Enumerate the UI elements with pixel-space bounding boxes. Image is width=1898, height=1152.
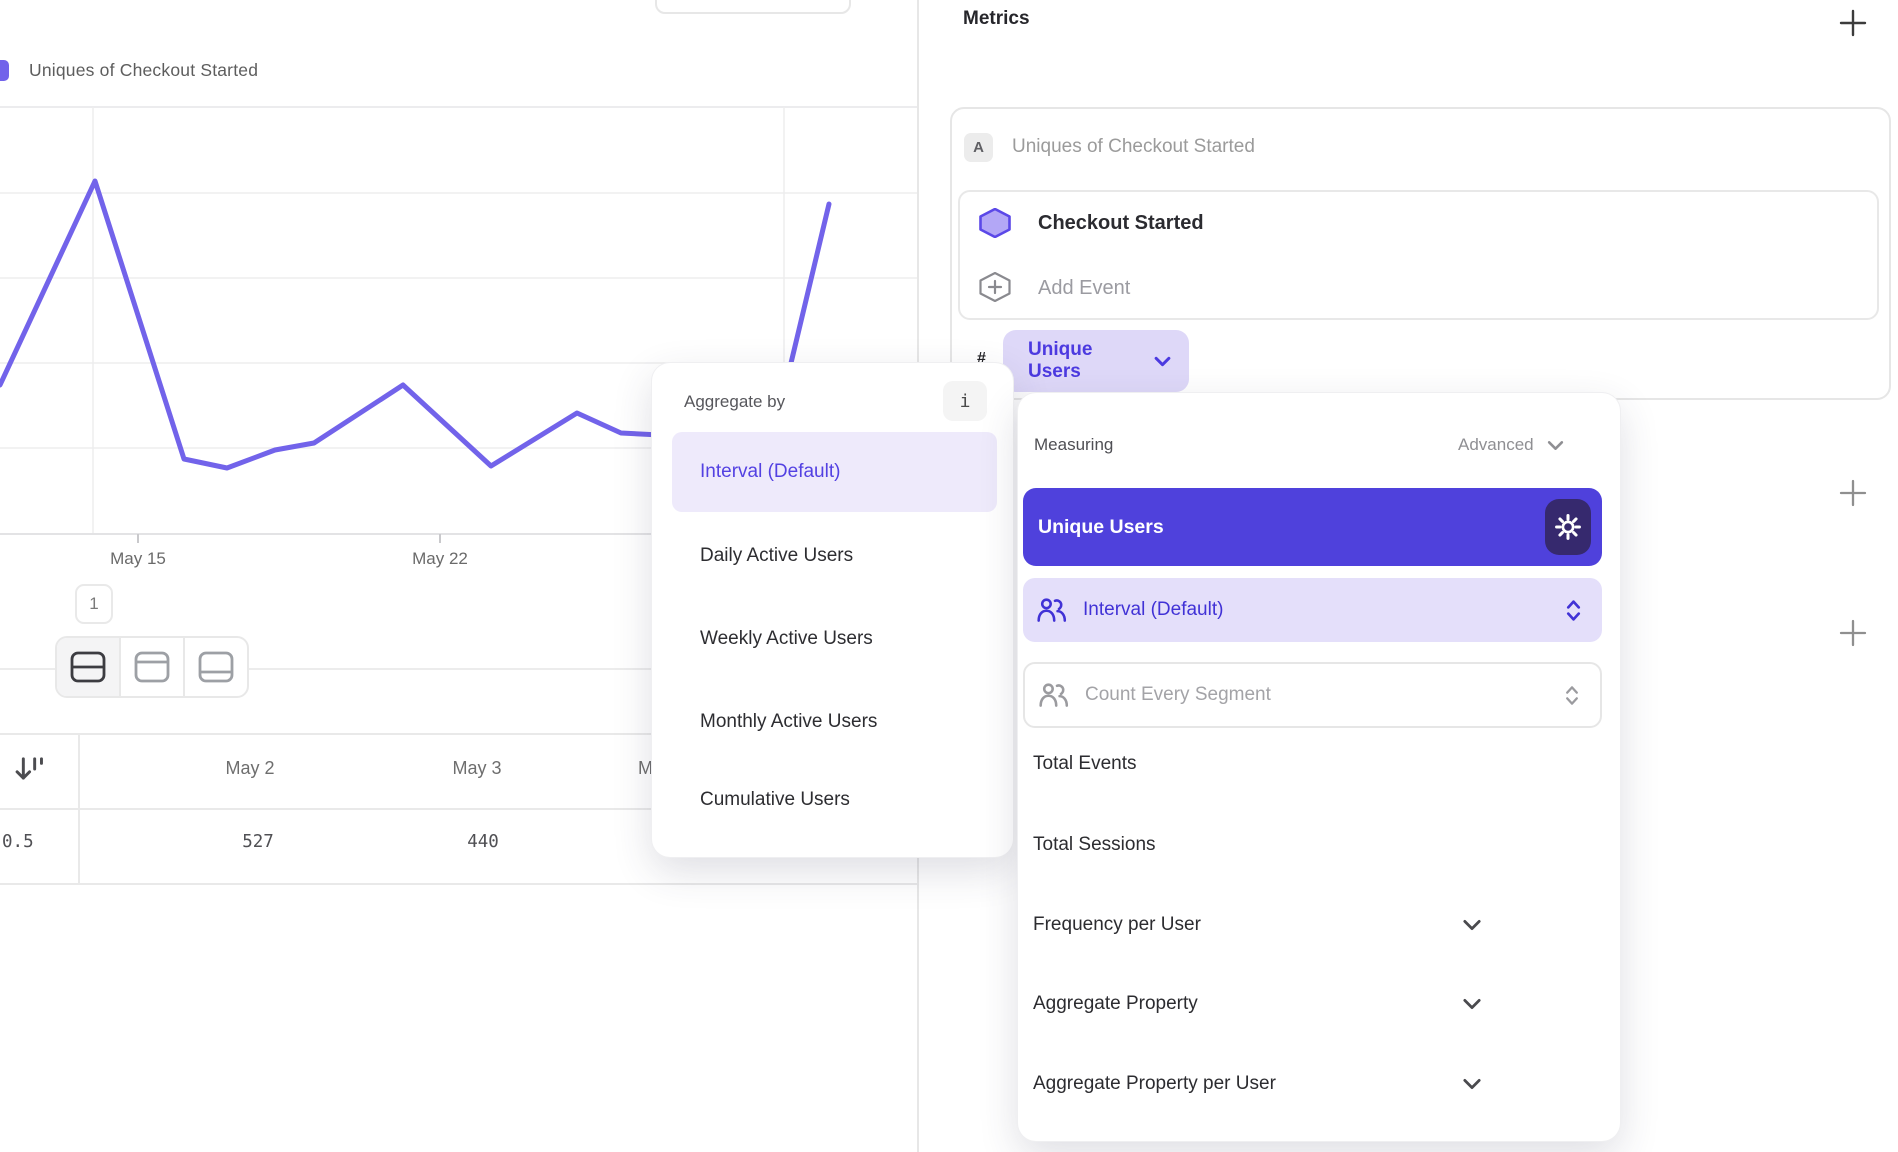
split-rows-icon — [70, 651, 106, 683]
layout-split-view-button[interactable] — [57, 638, 121, 696]
measure-type-glyph: # — [977, 350, 986, 367]
menu-item[interactable]: Monthly Active Users — [700, 711, 878, 732]
menu-item[interactable]: Aggregate Property per User — [1033, 1073, 1276, 1094]
people-icon — [1037, 598, 1067, 622]
menu-item-selected[interactable]: Unique Users — [1023, 488, 1602, 566]
x-axis-tick-label: May 22 — [412, 549, 468, 568]
add-section-button[interactable] — [1838, 618, 1868, 648]
section-divider — [0, 668, 917, 670]
interval-label: Interval (Default) — [1083, 599, 1224, 620]
measure-pill-label: Unique Users — [1028, 339, 1093, 382]
metric-badge: A — [964, 133, 993, 162]
table-column-header[interactable]: May 3 — [452, 758, 502, 778]
chevron-down-icon — [1547, 440, 1563, 450]
menu-item[interactable]: Weekly Active Users — [700, 628, 873, 649]
sort-icon — [15, 757, 43, 780]
chevron-down-icon — [1463, 999, 1481, 1009]
cropped-toolbar-button[interactable] — [655, 0, 851, 14]
chevron-down-icon — [1154, 356, 1171, 366]
interval-select[interactable]: Interval (Default) — [1023, 578, 1602, 642]
menu-item[interactable]: Cumulative Users — [700, 789, 850, 810]
measure-dropdown-button[interactable]: Unique Users — [1003, 330, 1189, 392]
bottom-band-icon — [198, 651, 234, 683]
hexagon-event-icon — [979, 208, 1011, 238]
table-column-header[interactable]: May 2 — [225, 758, 275, 778]
panel-title: Metrics — [963, 8, 1030, 29]
gear-icon — [1555, 514, 1581, 540]
pagination-page-button[interactable]: 1 — [75, 584, 113, 624]
menu-item[interactable]: Total Sessions — [1033, 834, 1156, 855]
add-section-button[interactable] — [1838, 478, 1868, 508]
add-metric-button[interactable] — [1838, 8, 1868, 38]
people-icon — [1039, 683, 1069, 707]
legend-swatch-icon — [0, 60, 9, 81]
event-row[interactable]: Checkout Started — [1038, 212, 1204, 234]
advanced-mode-dropdown[interactable]: Advanced — [1458, 435, 1564, 455]
event-card — [958, 190, 1879, 320]
chart-legend[interactable]: Uniques of Checkout Started — [0, 60, 258, 81]
layout-toggle-group — [55, 636, 249, 698]
aggregate-by-menu: Aggregate by i Interval (Default) Daily … — [652, 363, 1013, 857]
selected-measure-label: Unique Users — [1038, 515, 1164, 538]
x-axis-tick-label: May 15 — [110, 549, 166, 568]
menu-item[interactable]: Total Events — [1033, 753, 1137, 774]
sort-button[interactable] — [12, 752, 46, 786]
plus-icon — [1839, 619, 1867, 647]
layout-table-only-button[interactable] — [185, 638, 247, 696]
advanced-label: Advanced — [1458, 435, 1534, 454]
table-column-divider — [78, 733, 80, 885]
chevron-down-icon — [1463, 920, 1481, 930]
measuring-menu: Measuring Advanced Unique Users — [1018, 393, 1620, 1141]
menu-item-selected[interactable]: Interval (Default) — [672, 432, 997, 512]
menu-header: Aggregate by — [684, 392, 786, 411]
menu-item[interactable]: Daily Active Users — [700, 545, 854, 566]
plus-icon — [1839, 479, 1867, 507]
top-band-icon — [134, 651, 170, 683]
chevron-down-icon — [1463, 1079, 1481, 1089]
table-column-header[interactable]: M — [638, 758, 653, 778]
table-border — [0, 733, 917, 735]
table-cell: 527 — [242, 832, 274, 852]
info-icon[interactable]: i — [943, 381, 987, 421]
menu-header: Measuring — [1034, 435, 1114, 454]
table-cell: 0.5 — [2, 832, 34, 852]
table-cell: 440 — [467, 832, 499, 852]
table-border — [0, 883, 917, 885]
layout-chart-only-button[interactable] — [121, 638, 185, 696]
measure-settings-button[interactable] — [1545, 499, 1591, 555]
menu-item[interactable]: Frequency per User — [1033, 914, 1201, 935]
select-chevrons-icon — [1566, 685, 1578, 705]
metric-title-input[interactable]: Uniques of Checkout Started — [1012, 136, 1255, 157]
segment-label: Count Every Segment — [1085, 684, 1271, 705]
add-event-button[interactable]: Add Event — [1038, 277, 1131, 299]
menu-item[interactable]: Aggregate Property — [1033, 993, 1198, 1014]
table-header-divider — [0, 808, 917, 810]
plus-icon — [1839, 9, 1867, 37]
legend-label: Uniques of Checkout Started — [29, 60, 259, 80]
segment-count-select[interactable]: Count Every Segment — [1023, 662, 1602, 728]
select-chevrons-icon — [1566, 599, 1581, 621]
add-event-icon — [979, 272, 1011, 302]
